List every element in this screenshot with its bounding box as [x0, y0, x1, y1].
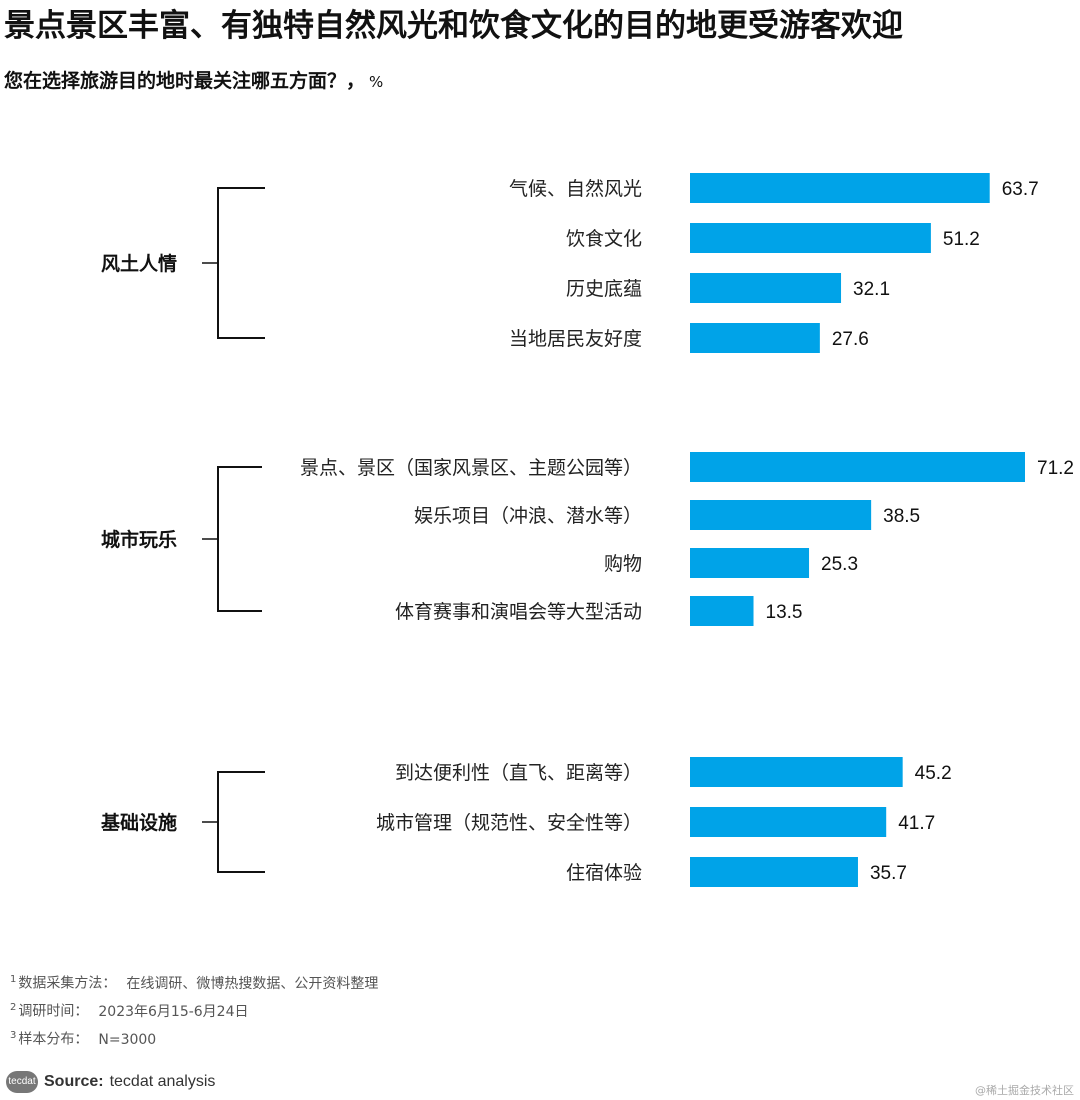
group-bracket: [217, 187, 265, 339]
bar: [690, 500, 872, 530]
source-text: tecdat analysis: [109, 1073, 216, 1090]
group-bracket: [217, 466, 262, 612]
bar: [690, 807, 887, 837]
category-label: 到达便利性（直飞、距离等）: [395, 762, 642, 784]
value-label: 38.5: [883, 506, 920, 527]
category-label: 当地居民友好度: [509, 328, 642, 350]
category-label: 住宿体验: [566, 862, 642, 884]
value-label: 27.6: [832, 329, 869, 350]
bar: [690, 223, 931, 253]
unit-label: %: [369, 73, 384, 91]
tecdat-logo: tecdat: [6, 1071, 38, 1093]
bar: [690, 857, 858, 887]
footnotes: 1 数据采集方法： 在线调研、微博热搜数据、公开资料整理 2 调研时间： 2023年6月…: [10, 968, 378, 1052]
footnote-mark: 2: [10, 1002, 17, 1013]
category-label: 饮食文化: [566, 228, 642, 250]
chart-title: 景点景区丰富、有独特自然风光和饮食文化的目的地更受游客欢迎: [4, 8, 903, 44]
category-label: 娱乐项目（冲浪、潜水等）: [414, 505, 642, 527]
chart-subtitle: 您在选择旅游目的地时最关注哪五方面？，%: [4, 66, 383, 97]
category-label: 城市管理（规范性、安全性等）: [376, 812, 642, 834]
source-line: tecdat Source: tecdat analysis: [6, 1069, 215, 1095]
category-label: 历史底蕴: [566, 278, 642, 300]
category-label: 购物: [604, 553, 642, 575]
value-label: 51.2: [943, 229, 980, 250]
footnote-label: 调研时间：: [18, 1003, 89, 1020]
category-label: 景点、景区（国家风景区、主题公园等）: [300, 457, 642, 479]
footnote-label: 样本分布：: [18, 1031, 89, 1048]
footnote-1: 1 数据采集方法： 在线调研、微博热搜数据、公开资料整理: [10, 968, 378, 996]
value-label: 35.7: [870, 863, 907, 884]
value-label: 71.2: [1037, 458, 1074, 479]
bar-chart: 气候、自然风光 63.7 饮食文化 51.2 历史底蕴 32.1 当地居民友好度 27.6 风土…: [100, 173, 1074, 887]
footnote-3: 3 样本分布： N=3000: [10, 1024, 378, 1052]
group-bracket: [217, 771, 265, 873]
bar: [690, 548, 810, 578]
value-label: 13.5: [766, 602, 803, 623]
category-label: 体育赛事和演唱会等大型活动: [395, 601, 642, 623]
value-label: 32.1: [853, 279, 890, 300]
footnote-text: N=3000: [98, 1031, 157, 1048]
footnote-mark: 1: [10, 974, 17, 985]
group-label: 基础设施: [100, 811, 177, 834]
footnote-label: 数据采集方法：: [18, 975, 117, 992]
group-label: 城市玩乐: [101, 528, 177, 551]
source-label: Source:: [44, 1073, 104, 1090]
category-label: 气候、自然风光: [509, 178, 642, 200]
footnote-text: 2023年6月15-6月24日: [98, 1003, 249, 1020]
watermark: @稀土掘金技术社区: [975, 1084, 1074, 1097]
subtitle-question: 您在选择旅游目的地时最关注哪五方面？，: [4, 70, 366, 92]
footnote-text: 在线调研、微博热搜数据、公开资料整理: [126, 975, 379, 992]
group-label: 风土人情: [101, 252, 177, 275]
value-label: 25.3: [821, 554, 858, 575]
bar: [690, 173, 990, 203]
footnote-2: 2 调研时间： 2023年6月15-6月24日: [10, 996, 378, 1024]
value-label: 41.7: [898, 813, 935, 834]
footnote-mark: 3: [10, 1030, 17, 1041]
bar: [690, 323, 820, 353]
bar: [690, 452, 1025, 482]
bar: [690, 273, 842, 303]
value-label: 45.2: [915, 763, 952, 784]
bar: [690, 596, 754, 626]
value-label: 63.7: [1002, 179, 1039, 200]
bar: [690, 757, 903, 787]
